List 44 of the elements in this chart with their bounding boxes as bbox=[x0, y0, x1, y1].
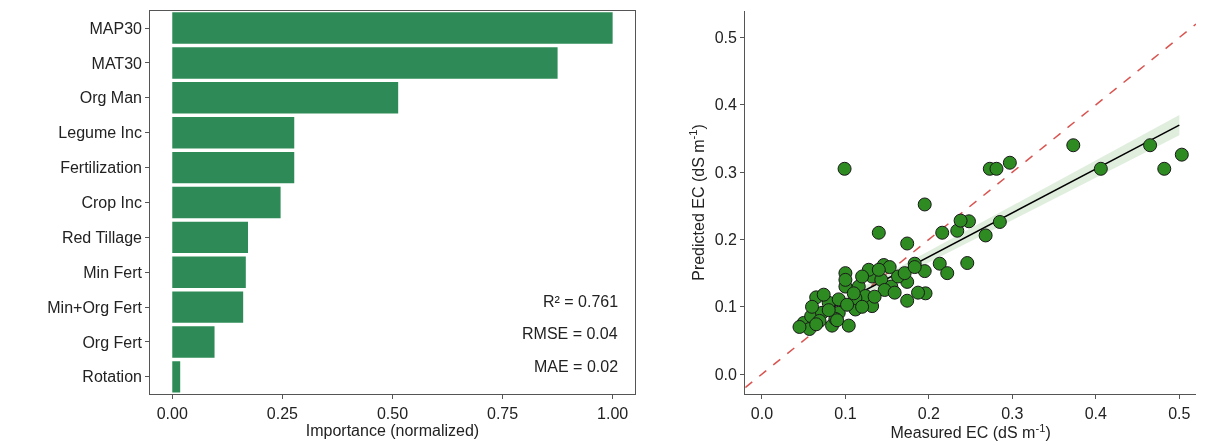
bar bbox=[172, 186, 281, 219]
y-tick-label: Crop Inc bbox=[81, 194, 142, 212]
y-tick-label: Org Man bbox=[79, 89, 142, 107]
bar bbox=[172, 116, 295, 149]
y-tick-label: Legume Inc bbox=[58, 124, 142, 142]
x-axis-title: Measured EC (dS m$^{-1}$) bbox=[890, 421, 1051, 442]
y-tick-label: MAP30 bbox=[89, 19, 143, 37]
y-tick-label: 0.4 bbox=[714, 96, 738, 114]
x-tick-label: 0.0 bbox=[750, 404, 774, 422]
y-tick-label: 0.0 bbox=[714, 365, 738, 383]
bar bbox=[172, 326, 215, 358]
x-axis-title: Importance (normalized) bbox=[305, 421, 480, 439]
y-tick-label: Min Fert bbox=[83, 263, 143, 281]
annotation: RMSE = 0.04 bbox=[522, 325, 618, 342]
bar bbox=[172, 221, 249, 254]
x-tick-label: 0.2 bbox=[917, 404, 941, 422]
y-tick-label: 0.2 bbox=[714, 231, 738, 249]
y-tick-label: Fertilization bbox=[60, 159, 142, 177]
x-tick-label: 0.25 bbox=[266, 404, 299, 422]
bar bbox=[172, 82, 399, 114]
y-tick-label: Org Fert bbox=[82, 333, 143, 351]
x-tick-label: 0.4 bbox=[1084, 404, 1108, 422]
annotation: R² = 0.761 bbox=[543, 293, 619, 310]
x-tick-label: 0.00 bbox=[156, 404, 188, 422]
bar bbox=[172, 151, 295, 184]
y-tick-label: 0.5 bbox=[714, 29, 738, 47]
x-tick-label: 1.00 bbox=[597, 404, 629, 422]
x-tick-label: 0.75 bbox=[486, 404, 519, 422]
annotation: MAE = 0.02 bbox=[534, 358, 619, 375]
bar bbox=[172, 291, 244, 323]
y-tick-label: 0.3 bbox=[714, 163, 738, 181]
x-tick-label: 0.50 bbox=[376, 404, 409, 422]
bar bbox=[172, 256, 246, 288]
y-tick-label: 0.1 bbox=[714, 298, 738, 316]
x-tick-label: 0.5 bbox=[1168, 404, 1191, 422]
y-tick-label: Min+Org Fert bbox=[47, 298, 143, 316]
y-tick-label: MAT30 bbox=[91, 54, 143, 72]
bar bbox=[172, 12, 613, 44]
bar bbox=[172, 361, 181, 393]
x-tick-label: 0.1 bbox=[834, 404, 857, 422]
y-tick-label: Red Tillage bbox=[61, 228, 143, 246]
bar bbox=[172, 47, 558, 79]
y-tick-label: Rotation bbox=[82, 368, 142, 386]
x-tick-label: 0.3 bbox=[1001, 404, 1024, 422]
